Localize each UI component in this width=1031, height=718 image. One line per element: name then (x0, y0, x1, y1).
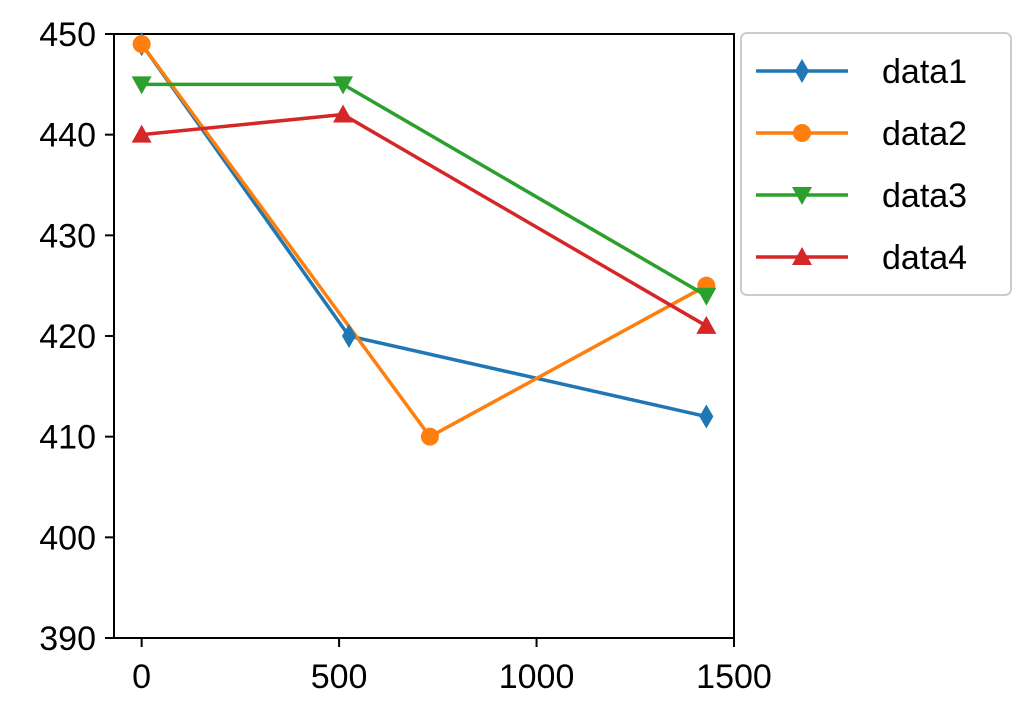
legend-label-data4: data4 (882, 239, 967, 277)
series-lines (140, 43, 708, 439)
x-tick-label: 1000 (499, 658, 575, 696)
y-axis: 390 400 410 420 430 440 450 (39, 16, 114, 658)
legend-label-data3: data3 (882, 177, 967, 215)
axes-frame (113, 33, 735, 639)
x-axis: 0 500 1000 1500 (132, 638, 772, 696)
y-tick-label: 420 (39, 318, 96, 356)
y-tick-label: 410 (39, 419, 96, 457)
y-tick-label: 450 (39, 16, 96, 54)
data-point-data3 (333, 76, 354, 95)
legend: data1 data2 data3 data4 (740, 32, 1012, 296)
data-point-data4 (333, 104, 354, 123)
y-tick-label: 440 (39, 117, 96, 155)
legend-marker-data3 (792, 187, 812, 205)
data-point-data4 (696, 315, 717, 334)
y-tick-label: 400 (39, 519, 96, 557)
x-tick-label: 0 (132, 658, 151, 696)
series-line-data4 (141, 112, 708, 328)
data-point-data3 (131, 76, 152, 95)
legend-marker-data1 (795, 59, 809, 83)
legend-marker-data2 (793, 124, 811, 142)
series-markers (131, 32, 717, 446)
series-line-data2 (140, 43, 708, 439)
data-point-data2 (420, 427, 439, 446)
series-line-data1 (140, 43, 707, 419)
y-tick-label: 430 (39, 217, 96, 255)
data-point-data1 (699, 404, 714, 429)
y-tick-label: 390 (39, 620, 96, 658)
x-tick-label: 1500 (696, 658, 772, 696)
plot-area (113, 33, 735, 639)
data-point-data4 (131, 124, 152, 143)
series-line-data3 (141, 82, 708, 298)
legend-label-data2: data2 (882, 115, 967, 153)
data-point-data1 (341, 324, 356, 348)
legend-frame (740, 32, 1012, 296)
data-point-data2 (132, 35, 151, 54)
legend-label-data1: data1 (882, 53, 967, 91)
legend-marker-data4 (792, 247, 812, 265)
data-point-data3 (696, 287, 717, 306)
x-tick-label: 500 (311, 658, 368, 696)
